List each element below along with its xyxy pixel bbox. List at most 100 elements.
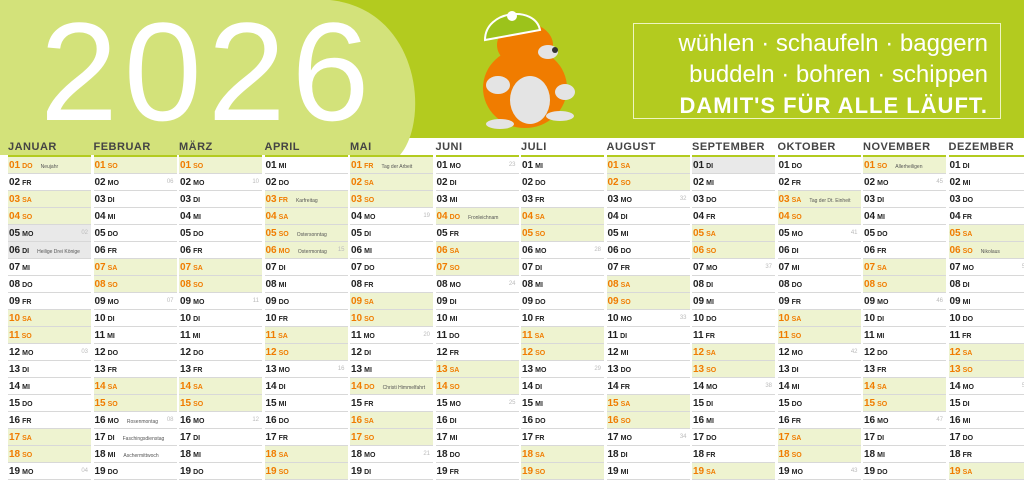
- day-row: 01 DI: [692, 157, 775, 174]
- weekday: SO: [962, 248, 973, 255]
- day-row: 08 SO: [179, 276, 262, 293]
- day-row: 19 MI: [606, 463, 690, 480]
- year-blob: [0, 0, 416, 155]
- day-row: 10 DI: [179, 310, 262, 327]
- day-number: 16: [351, 415, 363, 426]
- month-name: MAI: [350, 139, 433, 157]
- weekday: SO: [962, 367, 973, 374]
- day-row: 04 MI: [863, 208, 946, 225]
- day-row: 18 FR: [692, 446, 775, 463]
- week-number: 16: [337, 366, 345, 372]
- weekday: MO: [877, 418, 889, 425]
- day-number: 01: [607, 160, 619, 171]
- day-row: 05 SO: [521, 225, 604, 242]
- day-number: 08: [607, 279, 619, 290]
- slogan-line: DAMIT'S FÜR ALLE LÄUFT.: [679, 93, 988, 118]
- weekday: MO: [278, 248, 290, 255]
- day-number: 07: [607, 262, 619, 273]
- day-number: 12: [180, 347, 192, 358]
- weekday: FR: [791, 180, 801, 187]
- day-row: 02 DI: [435, 174, 519, 191]
- day-number: 18: [949, 449, 961, 460]
- weekday: SO: [620, 180, 631, 187]
- day-number: 07: [864, 262, 876, 273]
- weekday: FR: [962, 214, 972, 221]
- holiday-note: Rosenmontag: [126, 419, 159, 425]
- weekday: SA: [706, 350, 716, 357]
- day-row: 12 SO: [521, 344, 604, 361]
- day-row: 17 DO: [692, 429, 775, 446]
- day-row: 03 DO: [948, 191, 1024, 208]
- day-number: 04: [351, 211, 363, 222]
- day-number: 16: [864, 415, 876, 426]
- day-row: 16 FR: [8, 412, 91, 429]
- weekday: SO: [107, 282, 118, 289]
- day-number: 18: [436, 449, 448, 460]
- weekday: DO: [706, 435, 717, 442]
- holiday-note: Faschingsdienstag: [122, 436, 165, 442]
- day-number: 17: [864, 432, 876, 443]
- weekday: MI: [22, 384, 30, 391]
- day-number: 18: [180, 449, 192, 460]
- day-number: 18: [265, 449, 277, 460]
- weekday: MO: [535, 367, 547, 374]
- week-number: 19: [423, 213, 430, 219]
- weekday: MI: [876, 333, 885, 340]
- day-number: 01: [351, 160, 363, 171]
- day-number: 06: [436, 245, 448, 256]
- weekday: MI: [364, 367, 372, 374]
- day-row: 16 MO 47: [863, 412, 946, 429]
- day-number: 05: [94, 228, 106, 239]
- weekday: FR: [449, 350, 459, 357]
- month-name: OKTOBER: [777, 139, 861, 157]
- day-number: 12: [864, 347, 876, 358]
- day-number: 11: [778, 330, 790, 341]
- weekday: SO: [278, 231, 289, 238]
- day-number: 05: [265, 228, 277, 239]
- weekday: DO: [193, 350, 204, 357]
- weekday: DI: [107, 316, 115, 323]
- weekday: SA: [107, 265, 118, 272]
- day-number: 11: [436, 330, 448, 341]
- weekday: SO: [278, 350, 289, 357]
- day-number: 04: [693, 211, 705, 222]
- holiday-note: Ostermontag: [297, 249, 327, 255]
- weekday: SA: [22, 435, 32, 442]
- weekday: MO: [620, 435, 632, 442]
- day-row: 06 SO Nikolaus: [948, 242, 1024, 259]
- weekday: FR: [193, 367, 203, 374]
- day-row: 09 SO: [606, 293, 690, 310]
- day-row: 19 DO: [179, 463, 262, 480]
- weekday: DO: [706, 197, 717, 204]
- weekday: MO: [363, 333, 375, 340]
- weekday: MI: [278, 282, 287, 289]
- weekday: MI: [620, 350, 629, 357]
- day-row: 02 MO 45: [863, 174, 946, 191]
- day-number: 12: [265, 347, 277, 358]
- day-number: 12: [9, 347, 21, 358]
- day-row: 17 MO 34: [606, 429, 690, 446]
- day-row: 08 SA: [606, 276, 690, 293]
- day-number: 16: [9, 415, 21, 426]
- slogan-line: buddeln · bohren · schippen: [689, 61, 988, 88]
- weekday: MI: [22, 265, 30, 272]
- week-number: 32: [679, 196, 687, 202]
- weekday: SA: [962, 350, 973, 357]
- day-number: 04: [436, 211, 448, 222]
- weekday: DI: [962, 282, 970, 289]
- weekday: FR: [706, 214, 716, 221]
- weekday: SO: [791, 333, 802, 340]
- day-number: 02: [180, 177, 192, 188]
- weekday: SA: [877, 265, 887, 272]
- day-row: 15 SA: [606, 395, 690, 412]
- weekday: FR: [535, 316, 545, 323]
- day-row: 17 DI: [179, 429, 262, 446]
- day-number: 07: [778, 262, 790, 273]
- weekday: FR: [877, 367, 887, 374]
- day-row: 05 DO: [93, 225, 177, 242]
- day-row: 02 SA: [350, 174, 433, 191]
- day-number: 06: [778, 245, 790, 256]
- day-number: 01: [9, 160, 21, 171]
